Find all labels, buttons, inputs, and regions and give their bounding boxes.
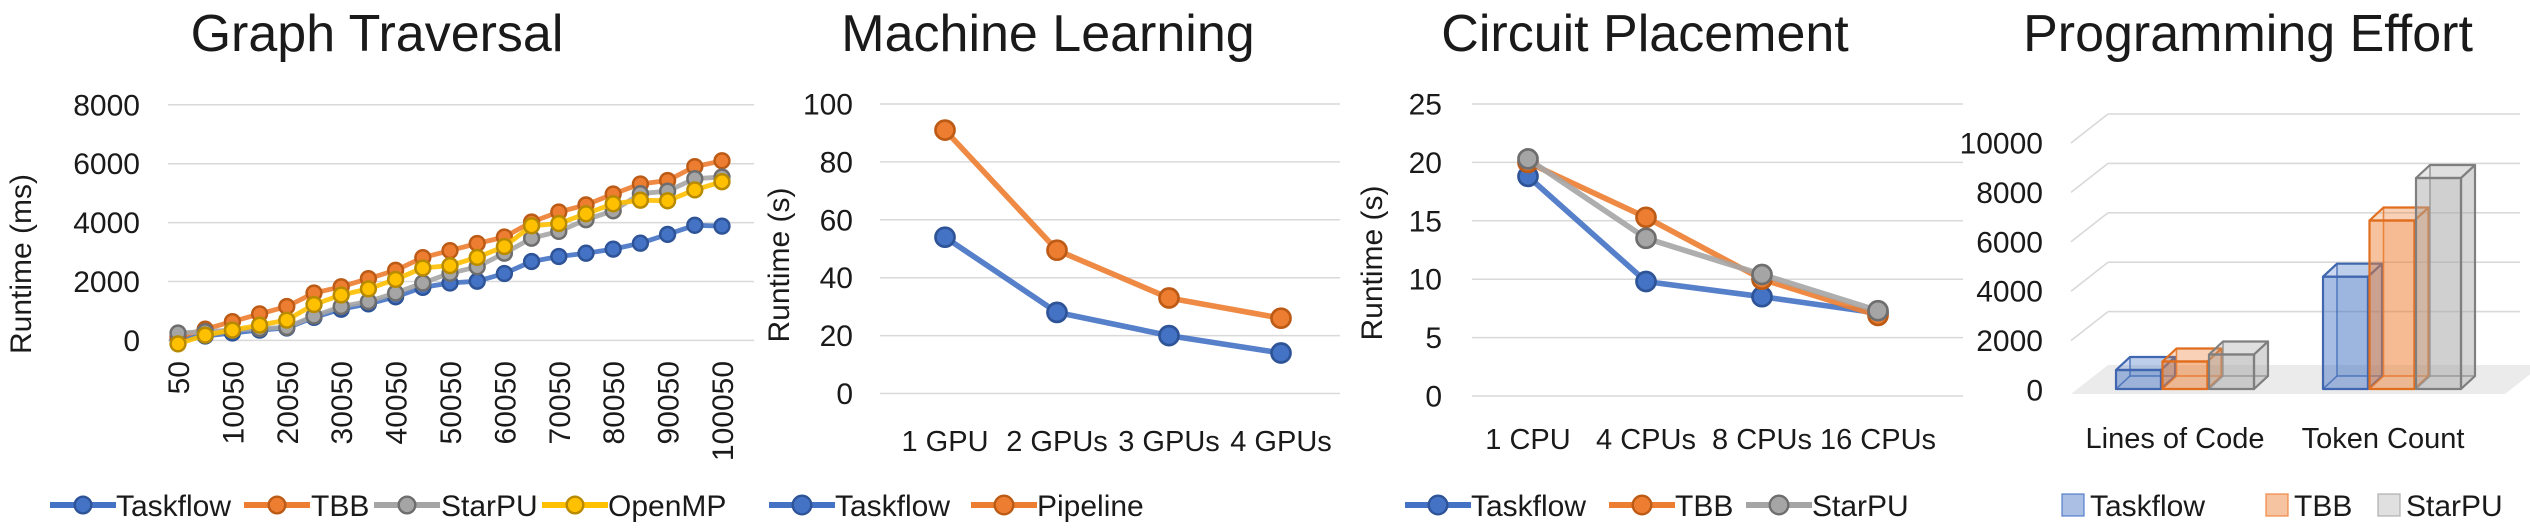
svg-text:2000: 2000 <box>1976 325 2043 358</box>
svg-text:20050: 20050 <box>272 361 305 444</box>
svg-text:80: 80 <box>820 146 853 179</box>
svg-text:40050: 40050 <box>381 361 414 444</box>
svg-text:5: 5 <box>1425 322 1442 355</box>
svg-text:Taskflow: Taskflow <box>1471 490 1586 523</box>
svg-text:80050: 80050 <box>598 361 631 444</box>
svg-text:Machine Learning: Machine Learning <box>841 5 1254 63</box>
svg-text:100050: 100050 <box>707 361 740 461</box>
svg-text:Programming Effort: Programming Effort <box>2023 5 2473 63</box>
svg-text:Runtime (ms): Runtime (ms) <box>5 174 38 354</box>
svg-text:Lines of Code: Lines of Code <box>2086 423 2265 455</box>
svg-text:25: 25 <box>1409 89 1442 122</box>
svg-text:8000: 8000 <box>73 89 140 122</box>
svg-text:16 CPUs: 16 CPUs <box>1820 424 1936 456</box>
svg-text:0: 0 <box>2026 375 2043 408</box>
svg-text:Token Count: Token Count <box>2302 423 2465 455</box>
svg-text:4000: 4000 <box>73 207 140 240</box>
svg-text:Taskflow: Taskflow <box>835 490 950 523</box>
svg-text:Pipeline: Pipeline <box>1037 490 1144 523</box>
svg-text:StarPU: StarPU <box>2406 490 2503 523</box>
svg-text:90050: 90050 <box>653 361 686 444</box>
svg-text:Circuit Placement: Circuit Placement <box>1441 5 1849 63</box>
svg-text:50: 50 <box>163 361 196 394</box>
svg-text:Runtime (s): Runtime (s) <box>1356 185 1389 340</box>
svg-text:TBB: TBB <box>1675 490 1733 523</box>
svg-text:20: 20 <box>820 320 853 353</box>
svg-text:2000: 2000 <box>73 266 140 299</box>
svg-text:8 CPUs: 8 CPUs <box>1712 424 1812 456</box>
svg-text:3 GPUs: 3 GPUs <box>1118 426 1220 458</box>
svg-text:100: 100 <box>803 89 853 122</box>
svg-text:20: 20 <box>1409 147 1442 180</box>
svg-text:8000: 8000 <box>1976 177 2043 210</box>
svg-text:60: 60 <box>820 204 853 237</box>
svg-text:10000: 10000 <box>1960 128 2043 161</box>
svg-text:40: 40 <box>820 262 853 295</box>
svg-text:10: 10 <box>1409 264 1442 297</box>
svg-text:10050: 10050 <box>217 361 250 444</box>
svg-text:StarPU: StarPU <box>441 490 538 523</box>
svg-text:30050: 30050 <box>326 361 359 444</box>
svg-text:StarPU: StarPU <box>1812 490 1909 523</box>
svg-text:OpenMP: OpenMP <box>608 490 726 523</box>
svg-text:Taskflow: Taskflow <box>116 490 231 523</box>
svg-text:4 GPUs: 4 GPUs <box>1230 426 1332 458</box>
svg-text:6000: 6000 <box>1976 226 2043 259</box>
svg-text:15: 15 <box>1409 205 1442 238</box>
svg-text:1 CPU: 1 CPU <box>1485 424 1570 456</box>
svg-text:4000: 4000 <box>1976 276 2043 309</box>
svg-text:4 CPUs: 4 CPUs <box>1596 424 1696 456</box>
svg-text:Graph Traversal: Graph Traversal <box>191 5 564 63</box>
svg-text:2 GPUs: 2 GPUs <box>1006 426 1108 458</box>
svg-text:TBB: TBB <box>2294 490 2352 523</box>
svg-text:50050: 50050 <box>435 361 468 444</box>
svg-text:Taskflow: Taskflow <box>2090 490 2205 523</box>
svg-text:60050: 60050 <box>489 361 522 444</box>
svg-text:TBB: TBB <box>311 490 369 523</box>
svg-text:1 GPU: 1 GPU <box>901 426 988 458</box>
svg-text:6000: 6000 <box>73 148 140 181</box>
svg-text:Runtime (s): Runtime (s) <box>763 187 796 342</box>
svg-text:0: 0 <box>123 325 140 358</box>
svg-text:0: 0 <box>1425 381 1442 414</box>
svg-text:70050: 70050 <box>544 361 577 444</box>
svg-text:0: 0 <box>836 378 853 411</box>
